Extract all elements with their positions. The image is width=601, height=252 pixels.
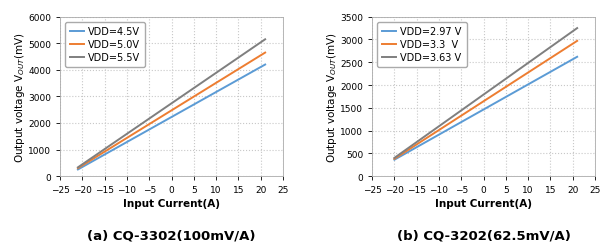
Y-axis label: Output voltage V$_{OUT}$(mV): Output voltage V$_{OUT}$(mV) (325, 32, 339, 162)
Text: (a) CQ-3302(100mV/A): (a) CQ-3302(100mV/A) (87, 229, 256, 242)
Legend: VDD=4.5V, VDD=5.0V, VDD=5.5V: VDD=4.5V, VDD=5.0V, VDD=5.5V (65, 22, 145, 68)
X-axis label: Input Current(A): Input Current(A) (123, 199, 220, 208)
X-axis label: Input Current(A): Input Current(A) (435, 199, 532, 208)
Legend: VDD=2.97 V, VDD=3.3  V, VDD=3.63 V: VDD=2.97 V, VDD=3.3 V, VDD=3.63 V (377, 22, 466, 68)
Y-axis label: Output voltage V$_{OUT}$(mV): Output voltage V$_{OUT}$(mV) (13, 32, 26, 162)
Text: (b) CQ-3202(62.5mV/A): (b) CQ-3202(62.5mV/A) (397, 229, 570, 242)
